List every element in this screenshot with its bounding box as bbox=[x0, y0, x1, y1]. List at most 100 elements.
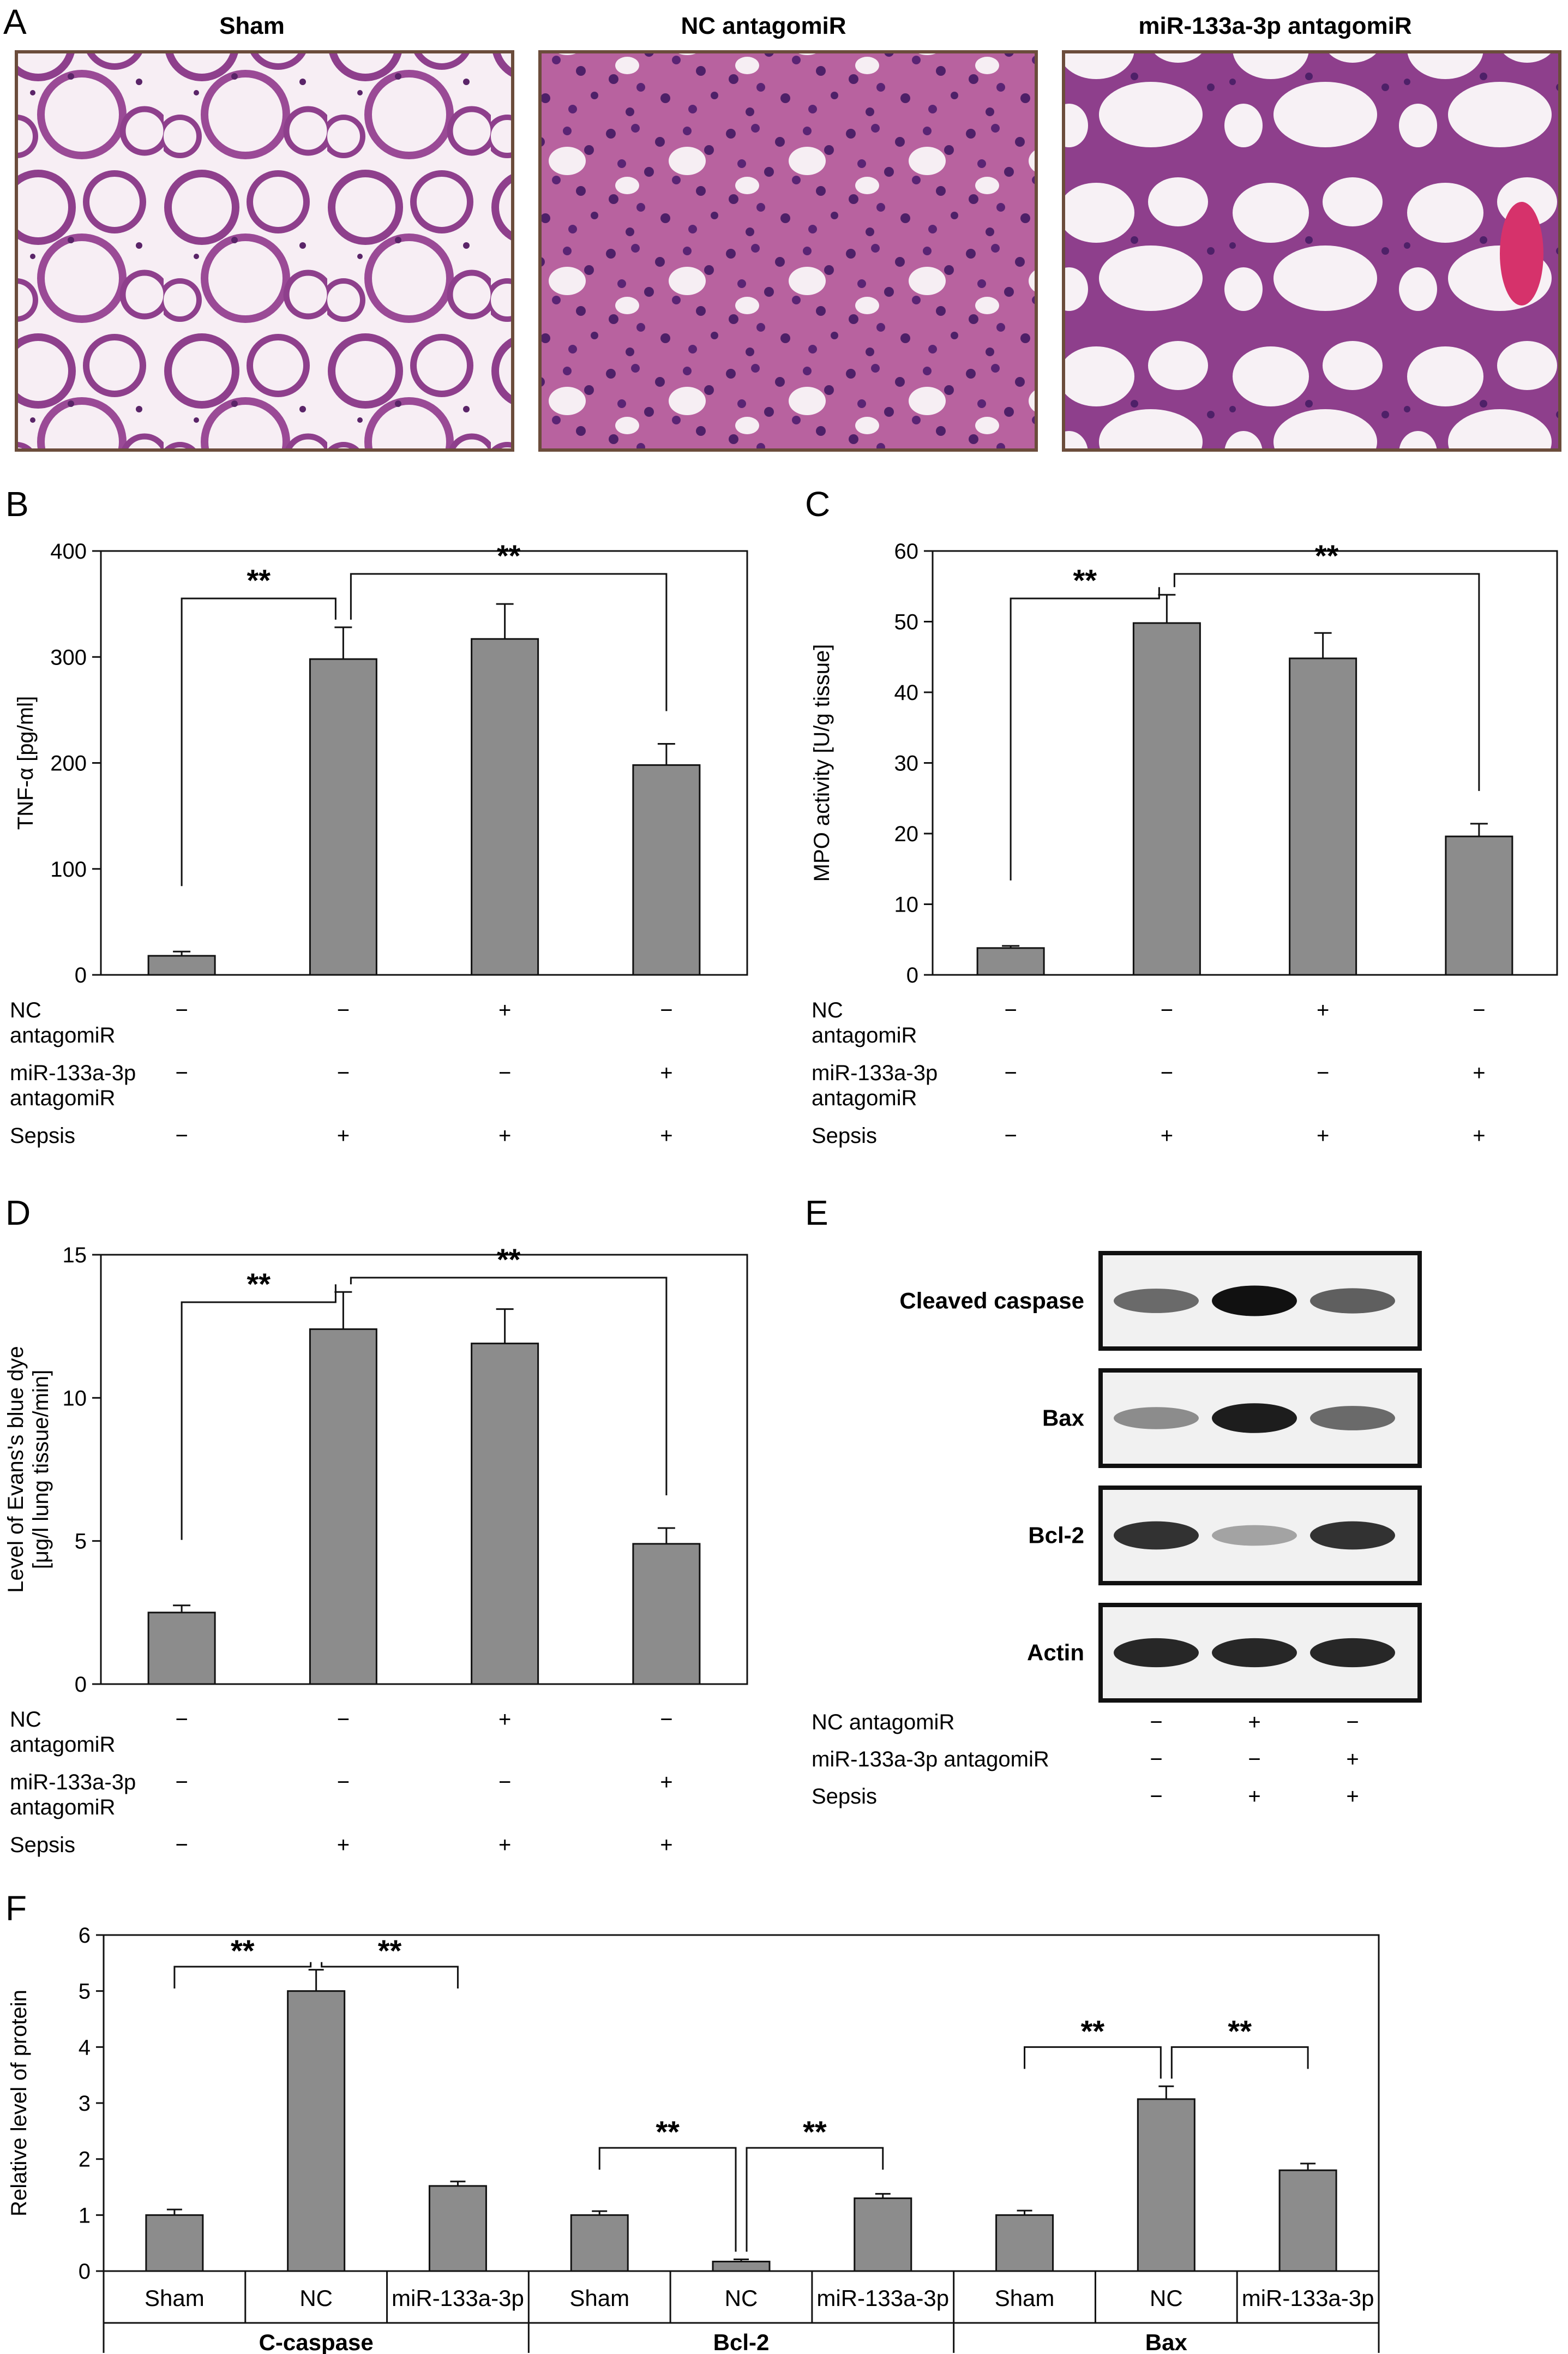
bar bbox=[287, 1990, 346, 2272]
significance-mark: ** bbox=[1228, 2014, 1252, 2048]
treatment-sign: + bbox=[1346, 1747, 1359, 1771]
y-tick-label: 400 bbox=[50, 540, 87, 564]
x-category-label: NC bbox=[725, 2285, 758, 2311]
treatment-sign: − bbox=[175, 1061, 188, 1085]
bar bbox=[1445, 835, 1513, 976]
significance-bracket bbox=[173, 1962, 312, 1988]
micrograph-sham bbox=[15, 50, 514, 452]
y-tick-label: 0 bbox=[906, 963, 918, 987]
plot-frame bbox=[100, 1254, 748, 1685]
significance-mark: ** bbox=[231, 1933, 255, 1968]
y-tick-label: 0 bbox=[75, 963, 87, 987]
panel-e-label: E bbox=[805, 1193, 828, 1232]
blot-label: Bcl-2 bbox=[1028, 1523, 1084, 1548]
treatment-sign: + bbox=[1317, 998, 1329, 1022]
treatment-label: antagomiR bbox=[10, 1086, 115, 1110]
bar bbox=[712, 2261, 771, 2272]
blot-band bbox=[1310, 1521, 1395, 1550]
significance-mark: ** bbox=[497, 538, 521, 573]
y-axis-label: [μg/l lung tissue/min] bbox=[29, 1370, 53, 1569]
panel-a-label: A bbox=[3, 2, 27, 41]
y-tick-label: 0 bbox=[75, 1673, 87, 1697]
treatment-sign: + bbox=[1161, 1124, 1173, 1148]
significance-mark: ** bbox=[497, 1242, 521, 1277]
bar bbox=[1278, 2169, 1337, 2272]
treatment-sign: − bbox=[175, 1708, 188, 1732]
treatment-sign: + bbox=[1346, 1784, 1359, 1808]
micrograph-title-sham: Sham bbox=[219, 13, 285, 39]
y-axis-label: TNF-α [pg/ml] bbox=[14, 696, 38, 830]
significance-bracket bbox=[181, 597, 337, 887]
y-tick-label: 10 bbox=[894, 893, 919, 917]
y-tick-label: 1 bbox=[79, 2203, 91, 2227]
treatment-sign: + bbox=[1473, 1061, 1485, 1085]
treatment-label: antagomiR bbox=[10, 1795, 115, 1819]
treatment-label: miR-133a-3p bbox=[10, 1770, 136, 1794]
x-group-label: Bax bbox=[1145, 2329, 1188, 2354]
panel-e-western-blot: Cleaved caspase Bax Bcl-2 Actin NC antagomiR… bbox=[812, 1251, 1422, 1808]
significance-mark: ** bbox=[1315, 538, 1339, 573]
treatment-sign: − bbox=[1346, 1710, 1359, 1734]
treatment-sign: − bbox=[175, 998, 188, 1022]
y-axis-label: Relative level of protein bbox=[7, 1990, 31, 2217]
blot-band bbox=[1114, 1521, 1199, 1550]
treatment-sign: − bbox=[337, 998, 350, 1022]
y-tick-label: 300 bbox=[50, 645, 87, 669]
y-tick-label: 15 bbox=[63, 1243, 87, 1267]
treatment-sign: + bbox=[498, 1708, 511, 1732]
significance-mark: ** bbox=[1081, 2014, 1105, 2048]
treatment-sign: + bbox=[337, 1833, 350, 1857]
panel-f-label: F bbox=[5, 1889, 27, 1928]
treatment-label: NC antagomiR bbox=[812, 1710, 954, 1734]
y-tick-label: 60 bbox=[894, 540, 919, 564]
treatment-sign: − bbox=[660, 998, 672, 1022]
chart-d: 0 5 10 15 Level of Evans's blue dye [μg/l lun… bbox=[4, 1242, 748, 1857]
treatment-label: Sepsis bbox=[10, 1124, 75, 1148]
significance-bracket bbox=[1024, 2046, 1162, 2079]
significance-bracket bbox=[1170, 2046, 1309, 2079]
treatment-sign: + bbox=[660, 1124, 672, 1148]
treatment-sign: + bbox=[1248, 1710, 1260, 1734]
treatment-label: antagomiR bbox=[10, 1023, 115, 1047]
treatment-sign: + bbox=[1317, 1124, 1329, 1148]
treatment-sign: − bbox=[337, 1061, 350, 1085]
treatment-label: Sepsis bbox=[812, 1784, 877, 1808]
treatment-sign: + bbox=[337, 1124, 350, 1148]
y-axis-label: MPO activity [U/g tissue] bbox=[810, 644, 834, 882]
blot-band bbox=[1310, 1638, 1395, 1668]
treatment-label: Sepsis bbox=[10, 1833, 75, 1857]
x-category-label: Sham bbox=[995, 2285, 1055, 2311]
treatment-label: miR-133a-3p antagomiR bbox=[812, 1747, 1049, 1771]
panel-d-label: D bbox=[5, 1193, 31, 1232]
treatment-sign: + bbox=[660, 1061, 672, 1085]
treatment-sign: − bbox=[1150, 1784, 1162, 1808]
treatment-sign: + bbox=[498, 1833, 511, 1857]
y-tick-label: 2 bbox=[79, 2148, 91, 2172]
treatment-sign: − bbox=[498, 1770, 511, 1794]
y-tick-label: 6 bbox=[79, 1924, 91, 1948]
micrograph-nc bbox=[538, 50, 1038, 452]
treatment-sign: − bbox=[1004, 998, 1017, 1022]
significance-bracket bbox=[321, 1962, 459, 1988]
treatment-sign: − bbox=[1150, 1747, 1162, 1771]
y-tick-label: 50 bbox=[894, 610, 919, 634]
y-tick-label: 0 bbox=[79, 2260, 91, 2284]
treatment-sign: + bbox=[1248, 1784, 1260, 1808]
treatment-sign: − bbox=[175, 1770, 188, 1794]
treatment-sign: + bbox=[498, 1124, 511, 1148]
y-tick-label: 5 bbox=[79, 1980, 91, 2004]
treatment-sign: − bbox=[1004, 1124, 1017, 1148]
treatment-sign: − bbox=[1004, 1061, 1017, 1085]
blot-band bbox=[1212, 1285, 1297, 1316]
x-category-label: miR-133a-3p bbox=[392, 2285, 524, 2311]
blot-label: Bax bbox=[1042, 1405, 1085, 1431]
bar bbox=[632, 764, 701, 976]
treatment-label: antagomiR bbox=[812, 1086, 917, 1110]
bar bbox=[471, 638, 539, 976]
significance-bracket bbox=[181, 1284, 337, 1540]
y-axis-label: Level of Evans's blue dye bbox=[4, 1346, 28, 1592]
bar bbox=[147, 1612, 216, 1685]
treatment-label: miR-133a-3p bbox=[10, 1061, 136, 1085]
